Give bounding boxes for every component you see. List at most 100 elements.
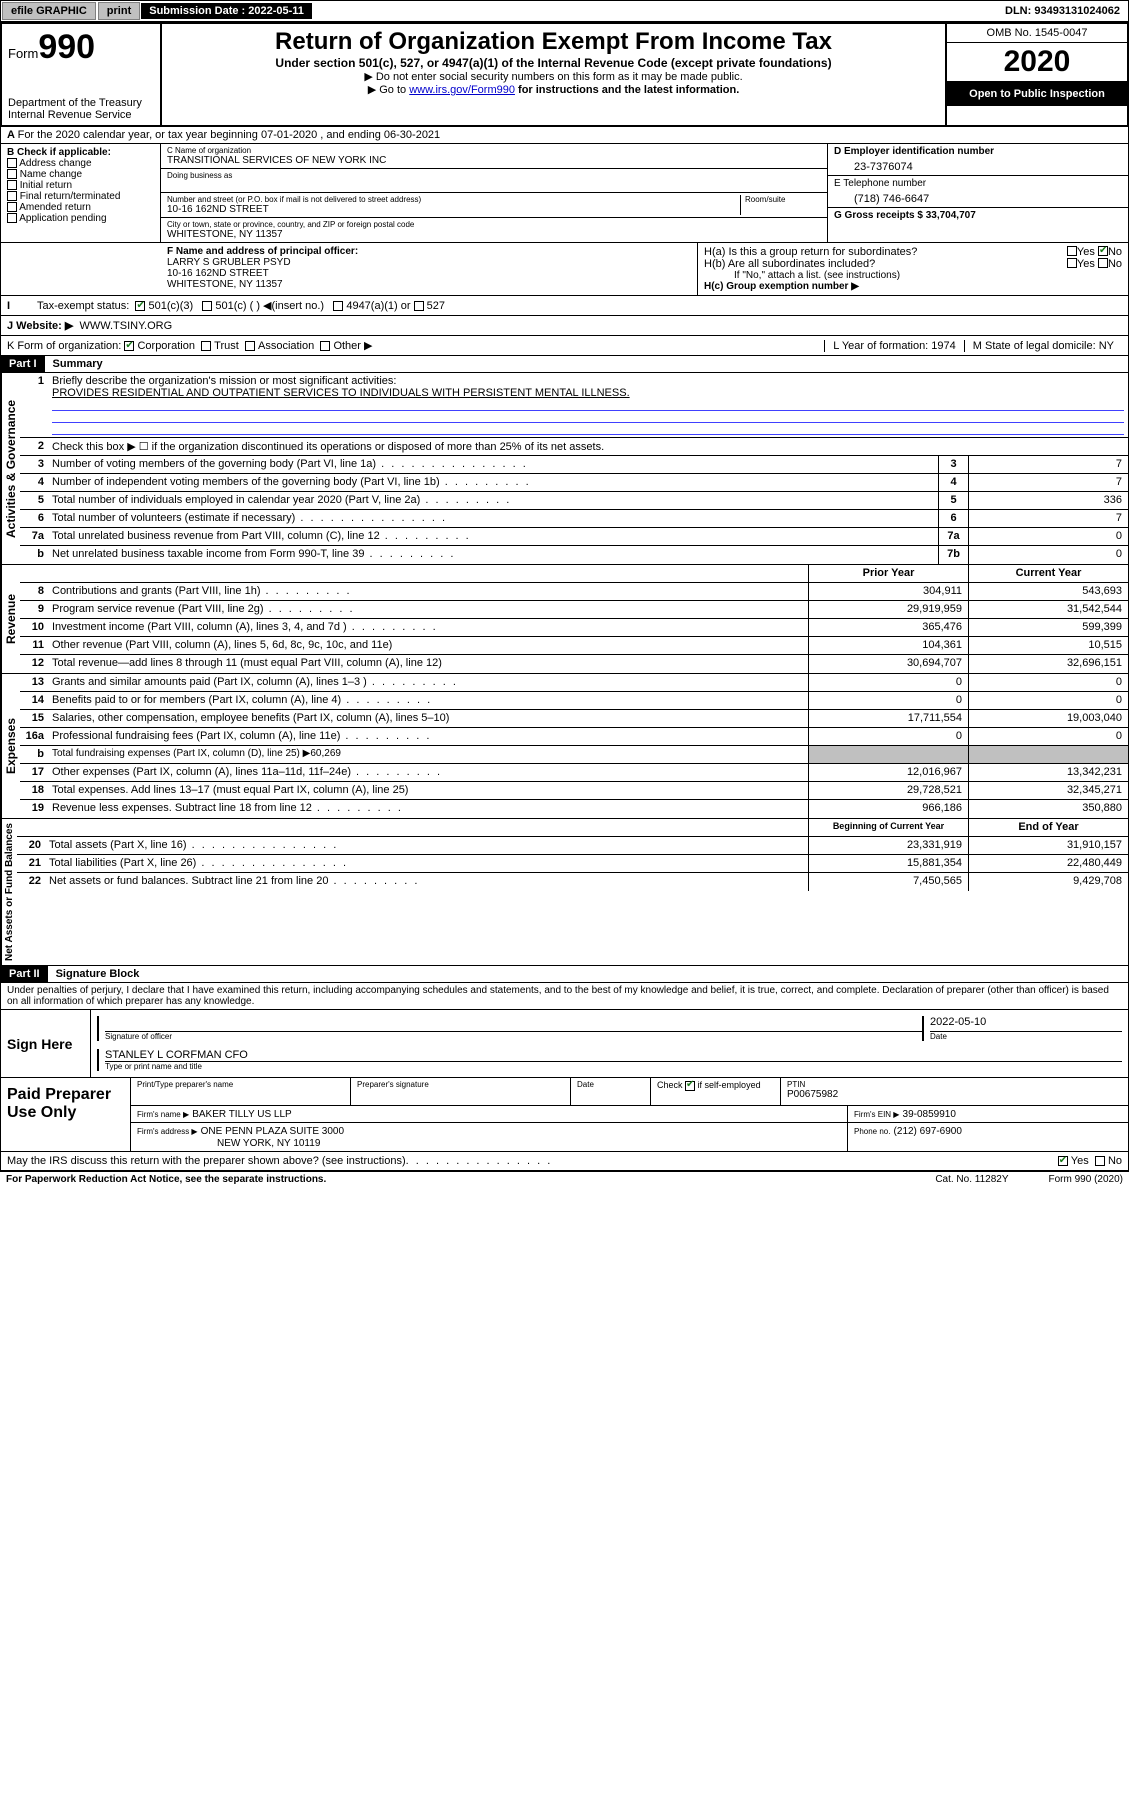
discuss-yes[interactable] <box>1058 1156 1068 1166</box>
line16b-label: Total fundraising expenses (Part IX, col… <box>48 746 808 763</box>
line4-label: Number of independent voting members of … <box>52 476 440 488</box>
org-name-label: C Name of organization <box>167 146 821 155</box>
website-row: J Website: ▶ WWW.TSINY.ORG <box>0 316 1129 336</box>
dba-label: Doing business as <box>167 171 821 180</box>
sig-name: STANLEY L CORFMAN CFO <box>105 1049 1122 1062</box>
firm-ein: 39-0859910 <box>903 1109 956 1120</box>
prep-name-label: Print/Type preparer's name <box>137 1080 344 1089</box>
line15-py: 17,711,554 <box>808 710 968 727</box>
discuss-question: May the IRS discuss this return with the… <box>7 1155 406 1167</box>
box-f: F Name and address of principal officer:… <box>161 243 698 295</box>
form-subtitle-2: Do not enter social security numbers on … <box>170 70 937 83</box>
no-label: No <box>1108 246 1122 258</box>
discuss-no-label: No <box>1108 1155 1122 1167</box>
chk-amended-return[interactable]: Amended return <box>7 202 154 213</box>
line16b-py <box>808 746 968 763</box>
line5-value: 336 <box>968 492 1128 509</box>
chk-final-return[interactable]: Final return/terminated <box>7 191 154 202</box>
sign-here-label: Sign Here <box>1 1010 91 1077</box>
form-number: Form990 <box>8 28 154 67</box>
line10-label: Investment income (Part VIII, column (A)… <box>52 621 347 633</box>
line22-label: Net assets or fund balances. Subtract li… <box>49 875 328 887</box>
form-subtitle-3: Go to www.irs.gov/Form990 for instructio… <box>170 83 937 96</box>
box-d-e-g: D Employer identification number 23-7376… <box>828 144 1128 242</box>
hdr-prior-year: Prior Year <box>808 565 968 582</box>
h-a-label: H(a) Is this a group return for subordin… <box>704 246 1067 258</box>
opt-other: Other ▶ <box>333 339 372 352</box>
form-subtitle-1: Under section 501(c), 527, or 4947(a)(1)… <box>170 56 937 70</box>
ha-no[interactable] <box>1098 246 1108 256</box>
phone-value: (718) 746-6647 <box>834 189 1122 205</box>
chk-trust[interactable] <box>201 341 211 351</box>
chk-501c3[interactable] <box>135 301 145 311</box>
prep-sig-label: Preparer's signature <box>357 1080 564 1089</box>
line14-label: Benefits paid to or for members (Part IX… <box>52 694 341 706</box>
line21-label: Total liabilities (Part X, line 26) <box>49 857 196 869</box>
addr-label: Number and street (or P.O. box if mail i… <box>167 195 736 204</box>
line19-py: 966,186 <box>808 800 968 818</box>
ptin-label: PTIN <box>787 1080 1122 1089</box>
line7b-value: 0 <box>968 546 1128 564</box>
hb-no[interactable] <box>1098 258 1108 268</box>
line2: Check this box ▶ ☐ if the organization d… <box>48 438 1128 455</box>
firm-phone: (212) 697-6900 <box>894 1126 962 1137</box>
line7a-label: Total unrelated business revenue from Pa… <box>52 530 380 542</box>
chk-4947[interactable] <box>333 301 343 311</box>
line9-label: Program service revenue (Part VIII, line… <box>52 603 264 615</box>
line15-cy: 19,003,040 <box>968 710 1128 727</box>
discuss-row: May the IRS discuss this return with the… <box>0 1152 1129 1171</box>
opt-corp: Corporation <box>137 340 194 352</box>
chk-other[interactable] <box>320 341 330 351</box>
tax-exempt-label: Tax-exempt status: <box>37 300 129 312</box>
line8-cy: 543,693 <box>968 583 1128 600</box>
org-city: WHITESTONE, NY 11357 <box>167 229 821 240</box>
firm-addr2: NEW YORK, NY 10119 <box>137 1138 320 1149</box>
prep-check-label: Check <box>657 1080 683 1090</box>
part2-header: Part II Signature Block <box>0 966 1129 983</box>
side-revenue: Revenue <box>1 565 20 673</box>
instructions-link[interactable]: www.irs.gov/Form990 <box>409 84 515 96</box>
form-org-row: K Form of organization: Corporation Trus… <box>0 336 1129 356</box>
room-label: Room/suite <box>745 195 821 204</box>
line16a-py: 0 <box>808 728 968 745</box>
h-c: H(c) Group exemption number ▶ <box>704 281 1122 292</box>
print-button[interactable]: print <box>98 2 140 20</box>
chk-name-change[interactable]: Name change <box>7 169 154 180</box>
no-label2: No <box>1108 258 1122 270</box>
ha-yes[interactable] <box>1067 246 1077 256</box>
line9-py: 29,919,959 <box>808 601 968 618</box>
chk-initial-return[interactable]: Initial return <box>7 180 154 191</box>
prep-date-label: Date <box>577 1080 644 1089</box>
discuss-no[interactable] <box>1095 1156 1105 1166</box>
gross-receipts: G Gross receipts $ 33,704,707 <box>834 210 1122 221</box>
form-word: Form <box>8 46 38 61</box>
box-h: H(a) Is this a group return for subordin… <box>698 243 1128 295</box>
goto-suffix: for instructions and the latest informat… <box>515 84 739 96</box>
topbar: efile GRAPHIC print Submission Date : 20… <box>0 0 1129 22</box>
opt-501c3: 501(c)(3) <box>149 300 194 312</box>
hb-yes[interactable] <box>1067 258 1077 268</box>
chk-501c[interactable] <box>202 301 212 311</box>
chk-527[interactable] <box>414 301 424 311</box>
h-b-label: H(b) Are all subordinates included? <box>704 258 1067 270</box>
website-label: J Website: ▶ <box>7 319 73 332</box>
chk-corporation[interactable] <box>124 341 134 351</box>
officer-name: LARRY S GRUBLER PSYD <box>167 257 691 268</box>
line18-label: Total expenses. Add lines 13–17 (must eq… <box>48 782 808 799</box>
line18-cy: 32,345,271 <box>968 782 1128 799</box>
line16a-label: Professional fundraising fees (Part IX, … <box>52 730 340 742</box>
page-footer: For Paperwork Reduction Act Notice, see … <box>0 1171 1129 1187</box>
line6-value: 7 <box>968 510 1128 527</box>
form-header: Form990 Department of the Treasury Inter… <box>0 22 1129 127</box>
chk-association[interactable] <box>245 341 255 351</box>
line1-label: Briefly describe the organization's miss… <box>52 375 396 387</box>
chk-address-change[interactable]: Address change <box>7 158 154 169</box>
org-address: 10-16 162ND STREET <box>167 204 736 215</box>
h-note: If "No," attach a list. (see instruction… <box>704 270 1122 281</box>
line14-py: 0 <box>808 692 968 709</box>
h-a-row: H(a) Is this a group return for subordin… <box>704 246 1122 258</box>
line13-label: Grants and similar amounts paid (Part IX… <box>52 676 367 688</box>
chk-application-pending[interactable]: Application pending <box>7 213 154 224</box>
line5-label: Total number of individuals employed in … <box>52 494 420 506</box>
chk-self-employed[interactable] <box>685 1081 695 1091</box>
